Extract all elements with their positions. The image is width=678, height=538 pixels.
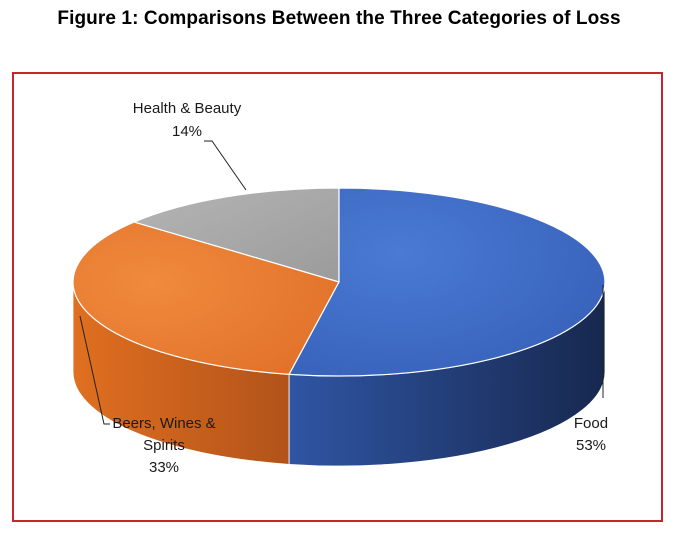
- data-label-health-beauty: Health & Beauty: [133, 100, 242, 117]
- data-label-beers-wines-spirits-percent: 33%: [149, 459, 179, 476]
- data-label-health-beauty-percent: 14%: [172, 123, 202, 140]
- data-label-food-percent: 53%: [576, 437, 606, 454]
- chart-frame: [12, 72, 663, 522]
- leader-line-health-beauty: [204, 140, 247, 191]
- data-label-food: Food: [574, 415, 608, 432]
- data-label-beers-wines-spirits-line1: Beers, Wines &: [112, 415, 215, 432]
- data-label-beers-wines-spirits-line2: Spirits: [143, 437, 185, 454]
- pie-slice-health-beauty: [132, 187, 340, 283]
- pie-slice-beers-wines-spirits: [72, 221, 340, 375]
- figure-title: Figure 1: Comparisons Between the Three …: [57, 8, 621, 29]
- pie-slice-food: [288, 187, 606, 377]
- leader-line-beers-wines-spirits: [79, 315, 110, 425]
